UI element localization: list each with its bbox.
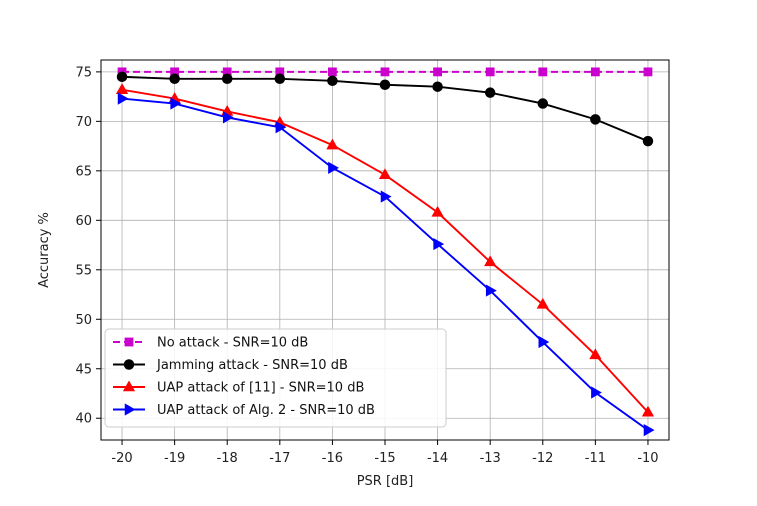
x-axis-ticks: -20 -19 -18 -17 -16 -15 -14 -13 -12 -11 -10	[111, 440, 659, 466]
data-point-triangle-right	[485, 284, 497, 297]
x-tick-label: -17	[269, 451, 290, 466]
x-tick-label: -15	[374, 451, 395, 466]
x-axis-title: PSR [dB]	[357, 474, 414, 489]
data-point-triangle-right	[170, 97, 182, 110]
legend-box	[104, 328, 447, 428]
data-point-circle	[274, 73, 286, 85]
y-tick-label: 40	[75, 412, 92, 427]
data-point-triangle-right	[433, 237, 445, 251]
y-tick-label: 70	[75, 115, 92, 130]
data-point-triangle-right	[591, 386, 602, 399]
data-point-circle	[379, 79, 391, 90]
data-point-circle	[484, 87, 496, 98]
series-circle	[116, 71, 654, 147]
data-point-square	[124, 337, 134, 347]
y-tick-label: 65	[75, 164, 92, 179]
data-point-triangle-up	[378, 168, 392, 180]
data-point-circle	[432, 81, 443, 92]
data-point-square	[380, 67, 390, 77]
y-tick-label: 60	[75, 214, 92, 229]
data-point-triangle-up	[484, 255, 497, 267]
data-point-circle	[642, 135, 654, 147]
x-tick-label: -11	[585, 451, 606, 466]
data-point-triangle-up	[115, 83, 129, 94]
data-point-triangle-right	[328, 161, 339, 174]
data-point-square	[590, 67, 600, 77]
data-point-triangle-right	[275, 121, 287, 134]
y-axis-title: Accuracy %	[37, 212, 52, 288]
data-point-triangle-up	[641, 405, 655, 417]
data-point-triangle-right	[538, 335, 550, 349]
data-point-square	[485, 67, 495, 77]
data-point-square	[538, 67, 548, 77]
y-tick-label: 45	[75, 362, 92, 377]
series-square	[117, 67, 653, 77]
data-point-triangle-right	[643, 423, 655, 437]
legend-item: Jamming attack - SNR=10 dB	[113, 358, 348, 373]
x-tick-label: -18	[217, 451, 238, 466]
y-tick-label: 75	[75, 65, 92, 80]
data-point-circle	[327, 75, 338, 87]
data-point-circle	[590, 114, 601, 125]
x-tick-label: -14	[427, 451, 448, 466]
legend-item: UAP attack of Alg. 2 - SNR=10 dB	[113, 403, 375, 418]
data-point-triangle-right	[222, 111, 234, 124]
data-point-circle	[116, 71, 128, 83]
legend-item: UAP attack of [11] - SNR=10 dB	[113, 380, 364, 396]
legend-label: Jamming attack - SNR=10 dB	[156, 358, 348, 373]
x-tick-label: -16	[322, 451, 343, 466]
x-tick-label: -19	[164, 451, 185, 466]
y-tick-label: 55	[75, 263, 92, 278]
data-point-square	[328, 67, 337, 77]
legend-label: No attack - SNR=10 dB	[157, 336, 308, 351]
data-point-triangle-right	[124, 403, 136, 416]
data-point-circle	[221, 73, 233, 85]
data-point-triangle-up	[326, 138, 339, 150]
legend-label: UAP attack of Alg. 2 - SNR=10 dB	[157, 403, 375, 418]
series-group	[115, 67, 655, 437]
series-triangle-right	[117, 92, 655, 437]
data-point-square	[643, 67, 653, 77]
y-axis-ticks: 40 45 50 55 60 65 70 75	[75, 65, 101, 427]
x-tick-label: -20	[111, 451, 132, 466]
x-tick-label: -13	[480, 451, 501, 466]
y-tick-label: 50	[75, 313, 92, 328]
data-point-triangle-right	[380, 190, 392, 203]
legend: No attack - SNR=10 dB Jamming attack - SN…	[104, 328, 447, 428]
data-point-circle	[537, 98, 549, 109]
data-point-square	[433, 67, 442, 77]
legend-label: UAP attack of [11] - SNR=10 dB	[157, 381, 364, 396]
data-point-triangle-up	[589, 348, 602, 360]
x-tick-label: -10	[637, 451, 658, 466]
data-point-triangle-up	[431, 205, 444, 217]
x-tick-label: -12	[532, 451, 553, 466]
data-point-triangle-up	[122, 380, 136, 392]
data-point-triangle-right	[117, 92, 129, 105]
data-point-triangle-up	[536, 297, 549, 309]
legend-item: No attack - SNR=10 dB	[113, 336, 308, 351]
data-point-circle	[169, 73, 180, 85]
data-point-circle	[123, 359, 135, 370]
